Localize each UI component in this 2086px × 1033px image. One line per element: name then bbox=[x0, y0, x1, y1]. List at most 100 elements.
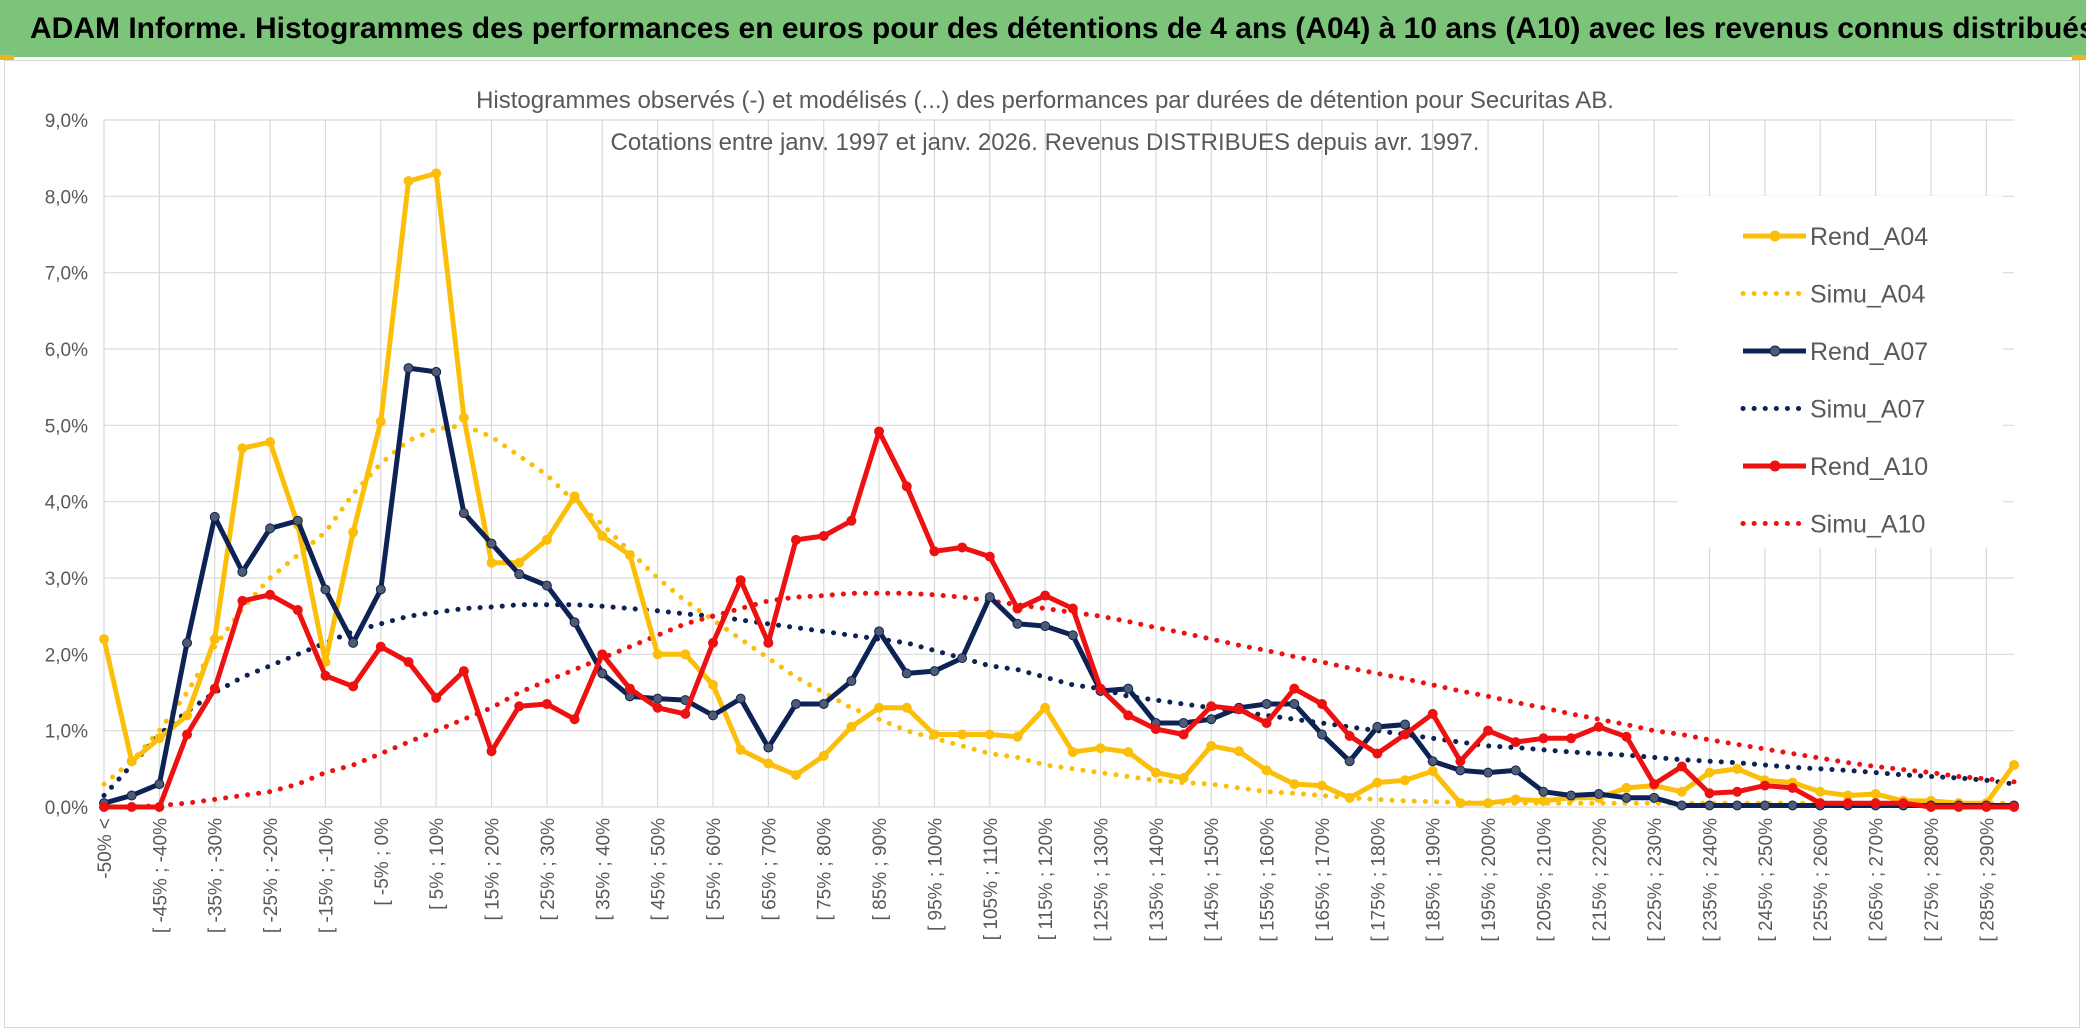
x-tick-label: [ -45% ; -40% bbox=[150, 818, 171, 933]
data-point bbox=[431, 692, 442, 703]
data-point bbox=[1898, 798, 1909, 809]
x-tick-label: [ 85% ; 90% bbox=[870, 818, 891, 921]
x-tick-label: [ 15% ; 20% bbox=[483, 818, 504, 921]
series-simu-a10 bbox=[101, 590, 2017, 810]
data-point bbox=[1400, 729, 1411, 740]
data-point bbox=[1566, 790, 1577, 801]
data-point bbox=[403, 656, 414, 667]
y-tick-label: 9,0% bbox=[45, 111, 88, 132]
x-tick-label: [ 25% ; 30% bbox=[538, 818, 559, 921]
x-tick-label: [ 195% ; 200% bbox=[1479, 818, 1500, 942]
data-point bbox=[1289, 779, 1300, 790]
data-point bbox=[1593, 789, 1604, 800]
data-point bbox=[1483, 725, 1494, 736]
data-point bbox=[569, 491, 580, 502]
data-point bbox=[1538, 786, 1549, 797]
data-point bbox=[597, 668, 608, 679]
x-tick-label: [ -5% ; 0% bbox=[372, 818, 393, 906]
data-point bbox=[874, 426, 885, 437]
data-point bbox=[1870, 798, 1881, 809]
data-point bbox=[957, 729, 968, 740]
series-simu-a07 bbox=[101, 602, 2017, 798]
data-point bbox=[265, 589, 276, 600]
data-point bbox=[1704, 767, 1715, 778]
data-point bbox=[680, 649, 691, 660]
data-point bbox=[1981, 802, 1992, 812]
data-point bbox=[652, 649, 663, 660]
y-tick-label: 6,0% bbox=[45, 340, 88, 361]
data-point bbox=[1316, 780, 1327, 791]
data-point bbox=[597, 649, 608, 660]
data-point bbox=[652, 702, 663, 713]
data-point bbox=[569, 714, 580, 725]
x-tick-label: [ 45% ; 50% bbox=[649, 818, 670, 921]
data-point bbox=[707, 637, 718, 648]
data-point bbox=[265, 437, 276, 448]
x-tick-label: [ -35% ; -30% bbox=[206, 818, 227, 933]
data-point bbox=[1510, 794, 1521, 805]
x-tick-label: [ 175% ; 180% bbox=[1368, 818, 1389, 942]
data-point bbox=[265, 523, 276, 534]
data-point bbox=[1289, 698, 1300, 709]
data-point bbox=[1483, 767, 1494, 778]
data-point bbox=[541, 534, 552, 545]
data-point bbox=[791, 534, 802, 545]
data-point bbox=[1178, 772, 1189, 783]
data-point bbox=[126, 790, 137, 801]
data-point bbox=[1649, 779, 1660, 790]
x-tick-label: [ 5% ; 10% bbox=[427, 818, 448, 910]
data-point bbox=[182, 637, 193, 648]
data-point bbox=[1316, 698, 1327, 709]
data-point bbox=[1953, 802, 1964, 812]
data-point bbox=[1040, 621, 1051, 632]
observed-line bbox=[103, 365, 2014, 808]
x-tick-label: [ 105% ; 110% bbox=[981, 818, 1002, 940]
data-point bbox=[1067, 603, 1078, 614]
x-tick-label: -50% < bbox=[95, 818, 116, 879]
data-point bbox=[486, 746, 497, 757]
legend-label: Rend_A10 bbox=[1810, 453, 1928, 481]
x-tick-label: [ 235% ; 240% bbox=[1701, 818, 1722, 942]
x-tick-label: [ 95% ; 100% bbox=[925, 818, 946, 931]
data-point bbox=[1842, 798, 1853, 809]
data-point bbox=[846, 721, 857, 732]
data-point bbox=[763, 758, 774, 769]
chart-frame bbox=[4, 60, 2080, 1028]
legend-marker bbox=[1769, 230, 1781, 242]
model-curve bbox=[101, 422, 2017, 806]
data-point bbox=[1150, 724, 1161, 735]
x-tick-label: [ 155% ; 160% bbox=[1258, 818, 1279, 942]
data-point bbox=[1483, 798, 1494, 809]
data-point bbox=[1621, 731, 1632, 742]
x-tick-label: [ 265% ; 270% bbox=[1867, 818, 1888, 942]
series-simu-a04 bbox=[101, 422, 2017, 806]
data-point bbox=[375, 416, 386, 427]
x-tick-label: [ 205% ; 210% bbox=[1534, 818, 1555, 942]
data-point bbox=[1704, 788, 1715, 799]
data-point bbox=[818, 750, 829, 761]
data-point bbox=[1925, 802, 1936, 812]
legend-marker bbox=[1769, 345, 1781, 357]
data-point bbox=[514, 701, 525, 712]
data-point bbox=[1261, 765, 1272, 776]
legend-label: Simu_A07 bbox=[1810, 396, 1925, 424]
legend-label: Simu_A04 bbox=[1810, 281, 1925, 309]
data-point bbox=[1621, 792, 1632, 803]
data-point bbox=[1787, 800, 1798, 811]
data-point bbox=[431, 366, 442, 377]
data-point bbox=[154, 733, 165, 744]
data-point bbox=[209, 511, 220, 522]
data-point bbox=[957, 542, 968, 553]
data-point bbox=[1621, 782, 1632, 793]
data-point bbox=[458, 412, 469, 423]
data-point bbox=[1261, 718, 1272, 729]
data-point bbox=[1427, 756, 1438, 767]
x-tick-label: [ 115% ; 120% bbox=[1036, 818, 1057, 940]
data-point bbox=[1372, 777, 1383, 788]
data-point bbox=[735, 693, 746, 704]
data-point bbox=[1344, 731, 1355, 742]
x-tick-label: [ 225% ; 230% bbox=[1645, 818, 1666, 942]
data-point bbox=[624, 683, 635, 694]
data-point bbox=[1400, 775, 1411, 786]
data-point bbox=[486, 557, 497, 568]
